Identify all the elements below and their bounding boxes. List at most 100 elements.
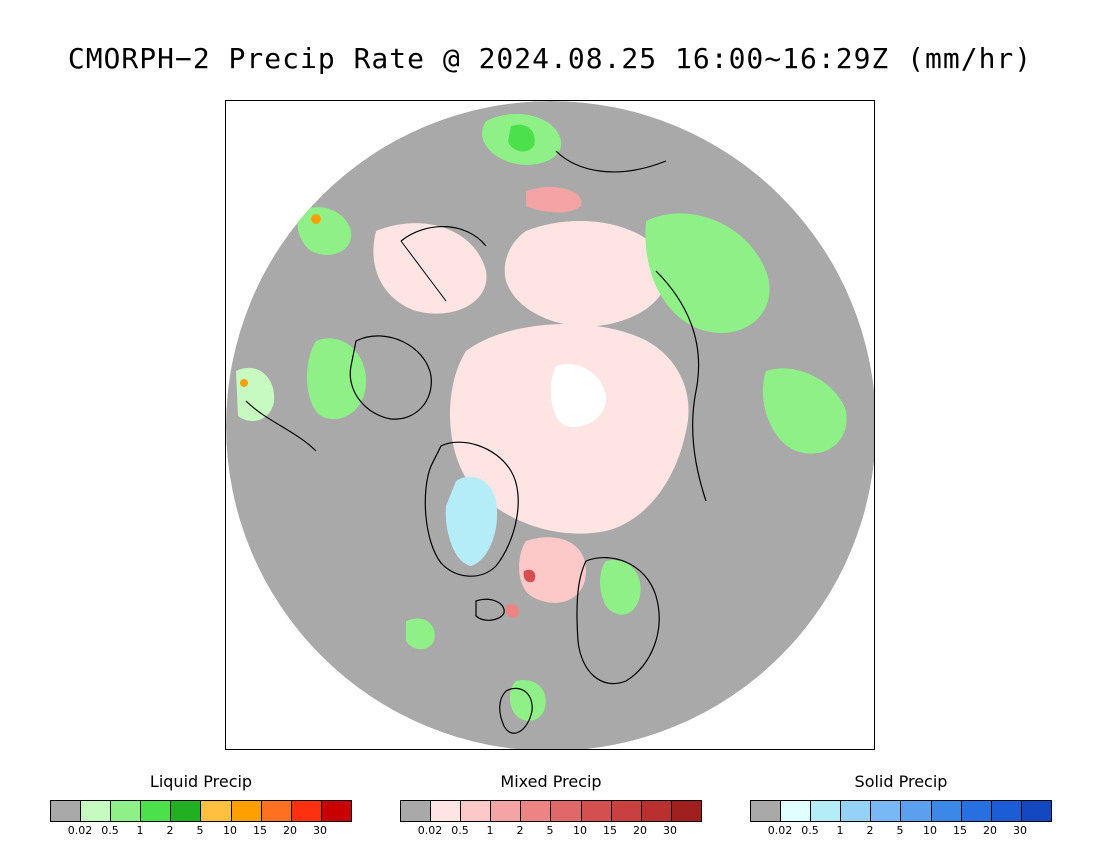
liquid-precip-area-atlantic <box>406 618 435 650</box>
color-swatch <box>431 801 462 821</box>
color-swatch <box>581 801 612 821</box>
mixed-precip-area-kamchatka <box>526 186 582 213</box>
solid-precip-area-pole <box>550 364 607 427</box>
tick-label: 5 <box>196 824 204 837</box>
page-title: CMORPH−2 Precip Rate @ 2024.08.25 16:00~… <box>67 42 1033 75</box>
colorbar-ticks: 0.02 0.5 1 2 5 10 15 20 30 <box>400 824 702 838</box>
color-swatch <box>671 801 701 821</box>
color-swatch <box>751 801 782 821</box>
tick-label: 20 <box>283 824 297 837</box>
tick-label: 15 <box>253 824 267 837</box>
color-swatch <box>641 801 672 821</box>
coastline-uk <box>499 687 533 734</box>
tick-label: 5 <box>546 824 554 837</box>
color-swatch <box>901 801 932 821</box>
colorbar-ticks: 0.02 0.5 1 2 5 10 15 20 30 <box>50 824 352 838</box>
color-swatch <box>321 801 351 821</box>
color-swatch <box>551 801 582 821</box>
tick-label: 15 <box>953 824 967 837</box>
coastline-canada-archipelago <box>349 335 432 420</box>
legend-solid: Solid Precip 0.02 0.5 1 2 5 10 15 20 30 <box>750 772 1052 838</box>
color-swatch <box>291 801 322 821</box>
color-swatch <box>261 801 292 821</box>
liquid-precip-area-canada <box>306 338 366 420</box>
coastline-kamchatka <box>555 150 667 173</box>
tick-label: 15 <box>603 824 617 837</box>
tick-label: 0.5 <box>101 824 119 837</box>
tick-label: 30 <box>663 824 677 837</box>
liquid-precip-strong-siberia <box>508 124 535 152</box>
liquid-precip-area-scandinavia <box>600 560 641 615</box>
tick-label: 1 <box>836 824 844 837</box>
tick-label: 2 <box>166 824 174 837</box>
color-swatch <box>611 801 642 821</box>
tick-label: 10 <box>573 824 587 837</box>
color-swatch <box>811 801 842 821</box>
color-swatch <box>51 801 82 821</box>
color-swatch <box>871 801 902 821</box>
color-swatch <box>111 801 142 821</box>
tick-label: 10 <box>223 824 237 837</box>
color-swatch <box>401 801 432 821</box>
mixed-precip-strong-cell <box>523 569 536 583</box>
legend-mixed: Mixed Precip 0.02 0.5 1 2 5 10 15 20 30 <box>400 772 702 838</box>
tick-label: 30 <box>1013 824 1027 837</box>
color-swatch <box>141 801 172 821</box>
mixed-precip-area-arctic <box>449 324 689 534</box>
legend-liquid: Liquid Precip 0.02 0.5 1 2 5 10 15 20 30 <box>50 772 352 838</box>
tick-label: 5 <box>896 824 904 837</box>
mixed-precip-area-iceland <box>505 604 520 618</box>
date-line-segment <box>400 240 447 302</box>
color-swatch <box>201 801 232 821</box>
color-swatch <box>991 801 1022 821</box>
liquid-precip-heavy-cell-canada <box>240 379 248 387</box>
colorbar-ticks: 0.02 0.5 1 2 5 10 15 20 30 <box>750 824 1052 838</box>
tick-label: 2 <box>866 824 874 837</box>
tick-label: 0.02 <box>67 824 93 837</box>
color-swatch <box>171 801 202 821</box>
liquid-precip-area-uk <box>509 680 546 721</box>
mixed-precip-area-alaska <box>373 223 487 314</box>
color-swatch <box>1021 801 1051 821</box>
precip-map <box>225 100 875 750</box>
color-swatch <box>231 801 262 821</box>
legend-title: Mixed Precip <box>500 772 602 791</box>
color-swatch <box>491 801 522 821</box>
coastline-iceland <box>475 598 505 621</box>
coastline-scandinavia <box>576 557 660 685</box>
liquid-precip-area-urals <box>762 368 847 454</box>
color-swatch <box>461 801 492 821</box>
colorbar <box>50 800 352 822</box>
tick-label: 1 <box>486 824 494 837</box>
tick-label: 2 <box>516 824 524 837</box>
tick-label: 0.02 <box>417 824 443 837</box>
tick-label: 30 <box>313 824 327 837</box>
legend-title: Solid Precip <box>854 772 948 791</box>
coastline-greenland <box>424 441 519 577</box>
colorbar <box>750 800 1052 822</box>
color-swatch <box>81 801 112 821</box>
color-swatch <box>961 801 992 821</box>
polar-map-svg <box>226 101 874 749</box>
tick-label: 0.02 <box>767 824 793 837</box>
color-swatch <box>931 801 962 821</box>
solid-precip-area-greenland <box>445 476 498 566</box>
liquid-precip-heavy-cell-alaska <box>311 214 321 224</box>
mixed-precip-area-siberia <box>504 221 668 327</box>
coastline-russia <box>655 270 707 502</box>
tick-label: 1 <box>136 824 144 837</box>
tick-label: 0.5 <box>801 824 819 837</box>
coastline-alaska <box>400 225 487 247</box>
coastline-hudson-bay <box>245 400 317 452</box>
color-swatch <box>781 801 812 821</box>
colorbar <box>400 800 702 822</box>
tick-label: 0.5 <box>451 824 469 837</box>
tick-label: 10 <box>923 824 937 837</box>
liquid-precip-area-russia <box>645 213 770 333</box>
legend-title: Liquid Precip <box>149 772 253 791</box>
color-swatch <box>521 801 552 821</box>
tick-label: 20 <box>633 824 647 837</box>
mixed-precip-area-barents <box>519 537 586 603</box>
coastlines <box>245 150 707 734</box>
tick-label: 20 <box>983 824 997 837</box>
